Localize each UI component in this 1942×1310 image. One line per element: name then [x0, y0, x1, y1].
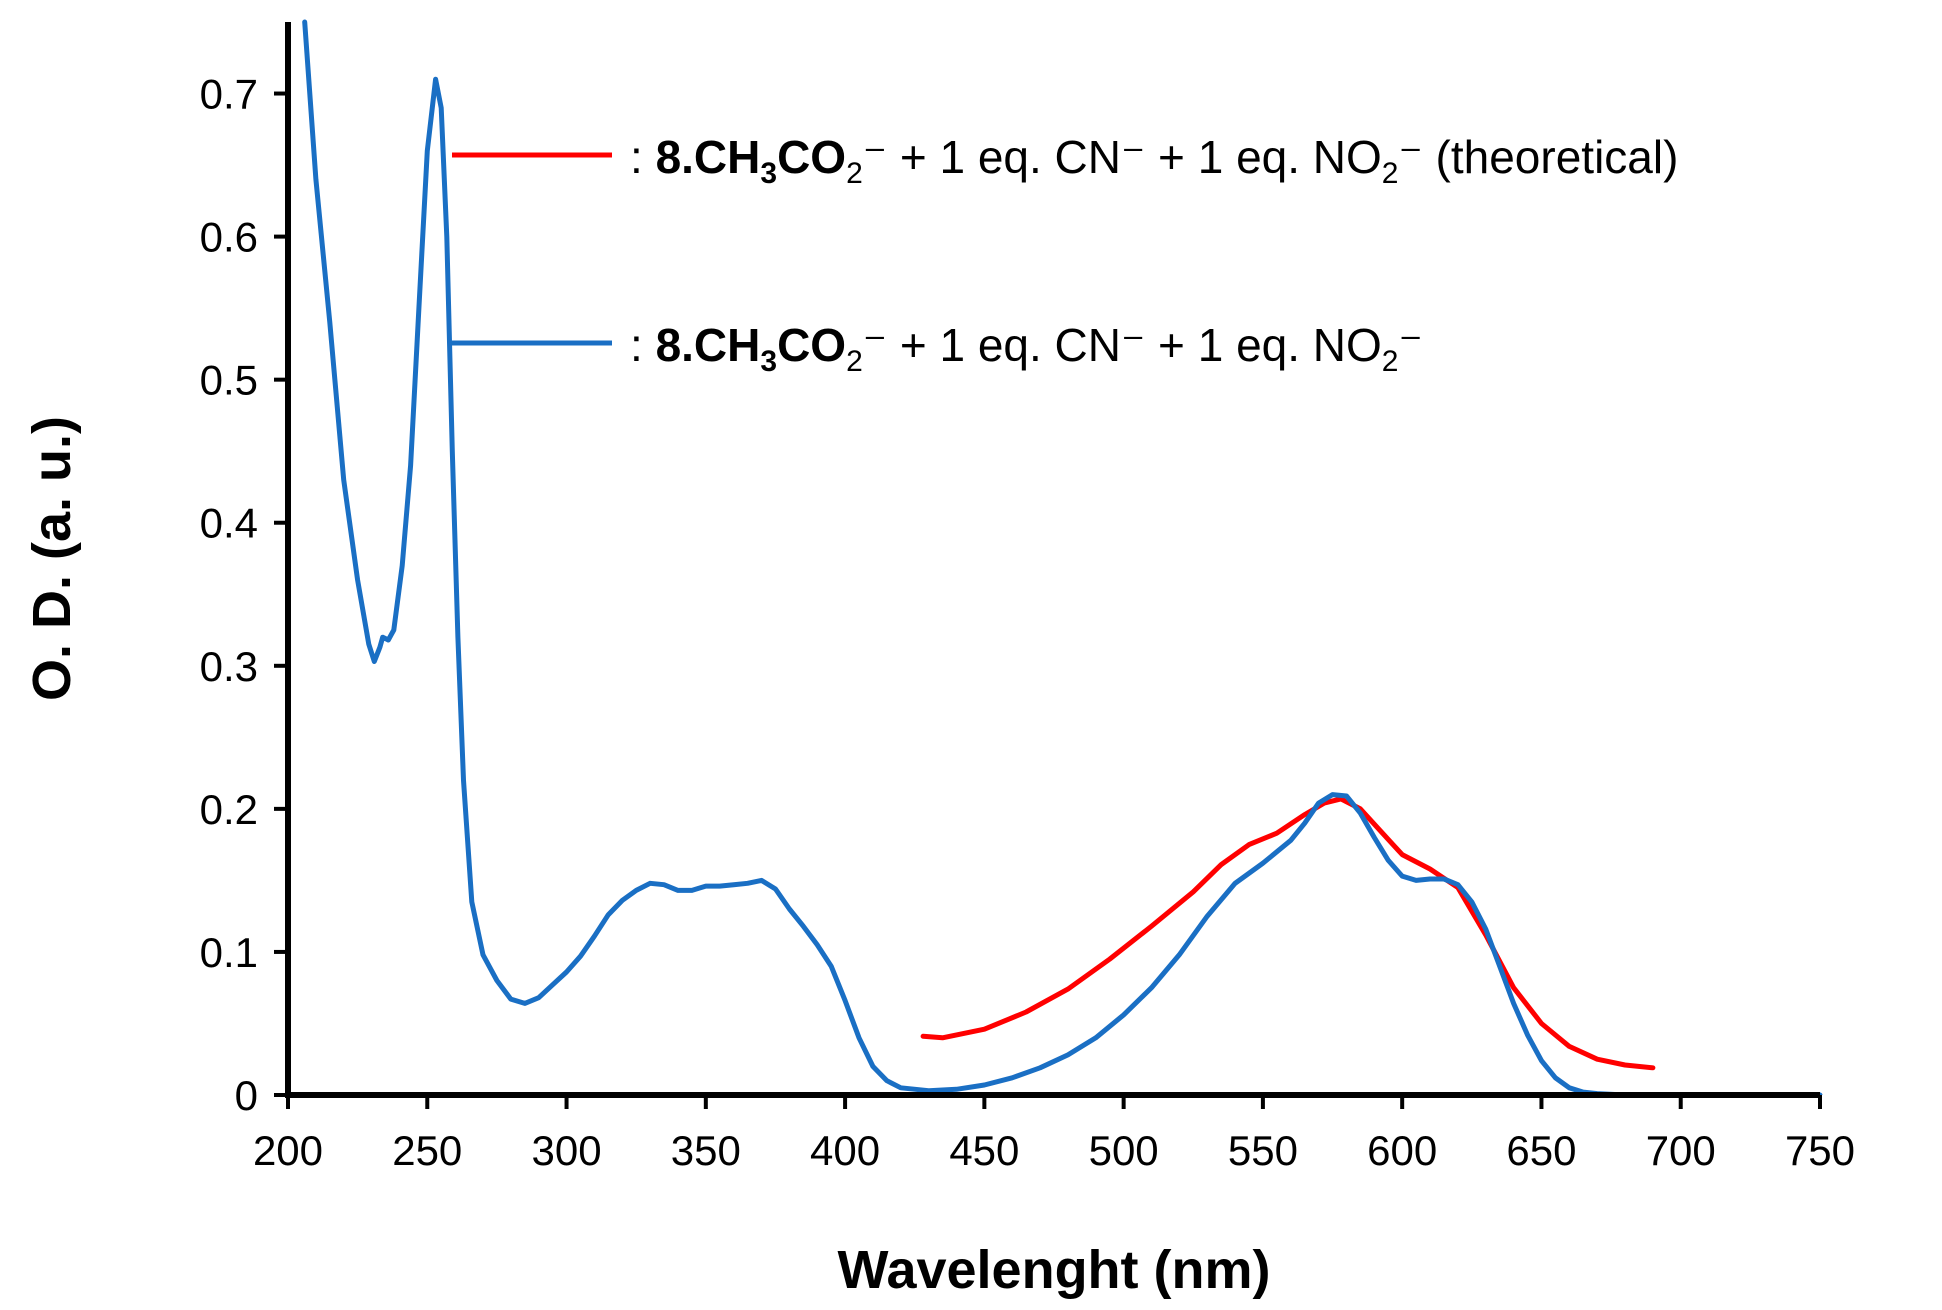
x-tick-label: 700 [1646, 1127, 1716, 1174]
legend-formula: .CH [681, 131, 760, 183]
legend-sub: 2 [1382, 157, 1399, 190]
x-tick-label: 350 [671, 1127, 741, 1174]
axes-layer: 200 250 300 350 400 450 500 550 600 650 700 750 0 0.1… [22, 22, 1855, 1300]
y-tick-label: 0.3 [200, 643, 258, 690]
x-tick-label: 450 [949, 1127, 1019, 1174]
legend-sub: 2 [846, 345, 863, 378]
legend-formula2: CO [777, 319, 846, 371]
x-tick-label: 750 [1785, 1127, 1855, 1174]
legend-sub: 3 [760, 345, 777, 378]
y-axis-title: O. D. (a. u.) [22, 416, 82, 701]
legend-prefix: : [630, 131, 656, 183]
legend-compound-number: 8 [656, 319, 682, 371]
series-line-experimental [302, 19, 1823, 1095]
y-tick-label: 0.1 [200, 929, 258, 976]
legend-prefix: : [630, 319, 656, 371]
legend-label-experimental: : 8.CH3CO2⁻ + 1 eq. CN⁻ + 1 eq. NO2⁻ [630, 319, 1423, 378]
x-tick-label: 550 [1228, 1127, 1298, 1174]
series-line-theoretical [920, 796, 1656, 1071]
y-tick-label: 0.7 [200, 71, 258, 118]
x-tick-label: 500 [1089, 1127, 1159, 1174]
y-tick-label: 0.5 [200, 357, 258, 404]
y-tick-label: 0.4 [200, 500, 258, 547]
legend-formula: .CH [681, 319, 760, 371]
x-tick-label: 650 [1506, 1127, 1576, 1174]
legend-sub: 2 [846, 157, 863, 190]
legend-sub: 2 [1382, 345, 1399, 378]
legend-suffix: ⁻ [1398, 319, 1422, 371]
legend-rest: ⁻ + 1 eq. CN⁻ + 1 eq. NO [863, 131, 1382, 183]
x-axis-title: Wavelenght (nm) [837, 1240, 1270, 1300]
legend-label-theoretical: : 8.CH3CO2⁻ + 1 eq. CN⁻ + 1 eq. NO2⁻ (th… [630, 131, 1678, 190]
x-tick-label: 600 [1367, 1127, 1437, 1174]
x-tick-label: 200 [253, 1127, 323, 1174]
legend-compound-number: 8 [656, 131, 682, 183]
legend-rest: ⁻ + 1 eq. CN⁻ + 1 eq. NO [863, 319, 1382, 371]
legend-suffix: ⁻ (theoretical) [1398, 131, 1678, 183]
legend-sub: 3 [760, 157, 777, 190]
x-tick-label: 300 [532, 1127, 602, 1174]
legend: : 8.CH3CO2⁻ + 1 eq. CN⁻ + 1 eq. NO2⁻ (th… [452, 131, 1678, 378]
legend-formula2: CO [777, 131, 846, 183]
series-layer [302, 19, 1823, 1095]
x-tick-label: 250 [392, 1127, 462, 1174]
x-tick-label: 400 [810, 1127, 880, 1174]
y-tick-label: 0 [235, 1072, 258, 1119]
y-tick-label: 0.2 [200, 786, 258, 833]
y-tick-label: 0.6 [200, 214, 258, 261]
